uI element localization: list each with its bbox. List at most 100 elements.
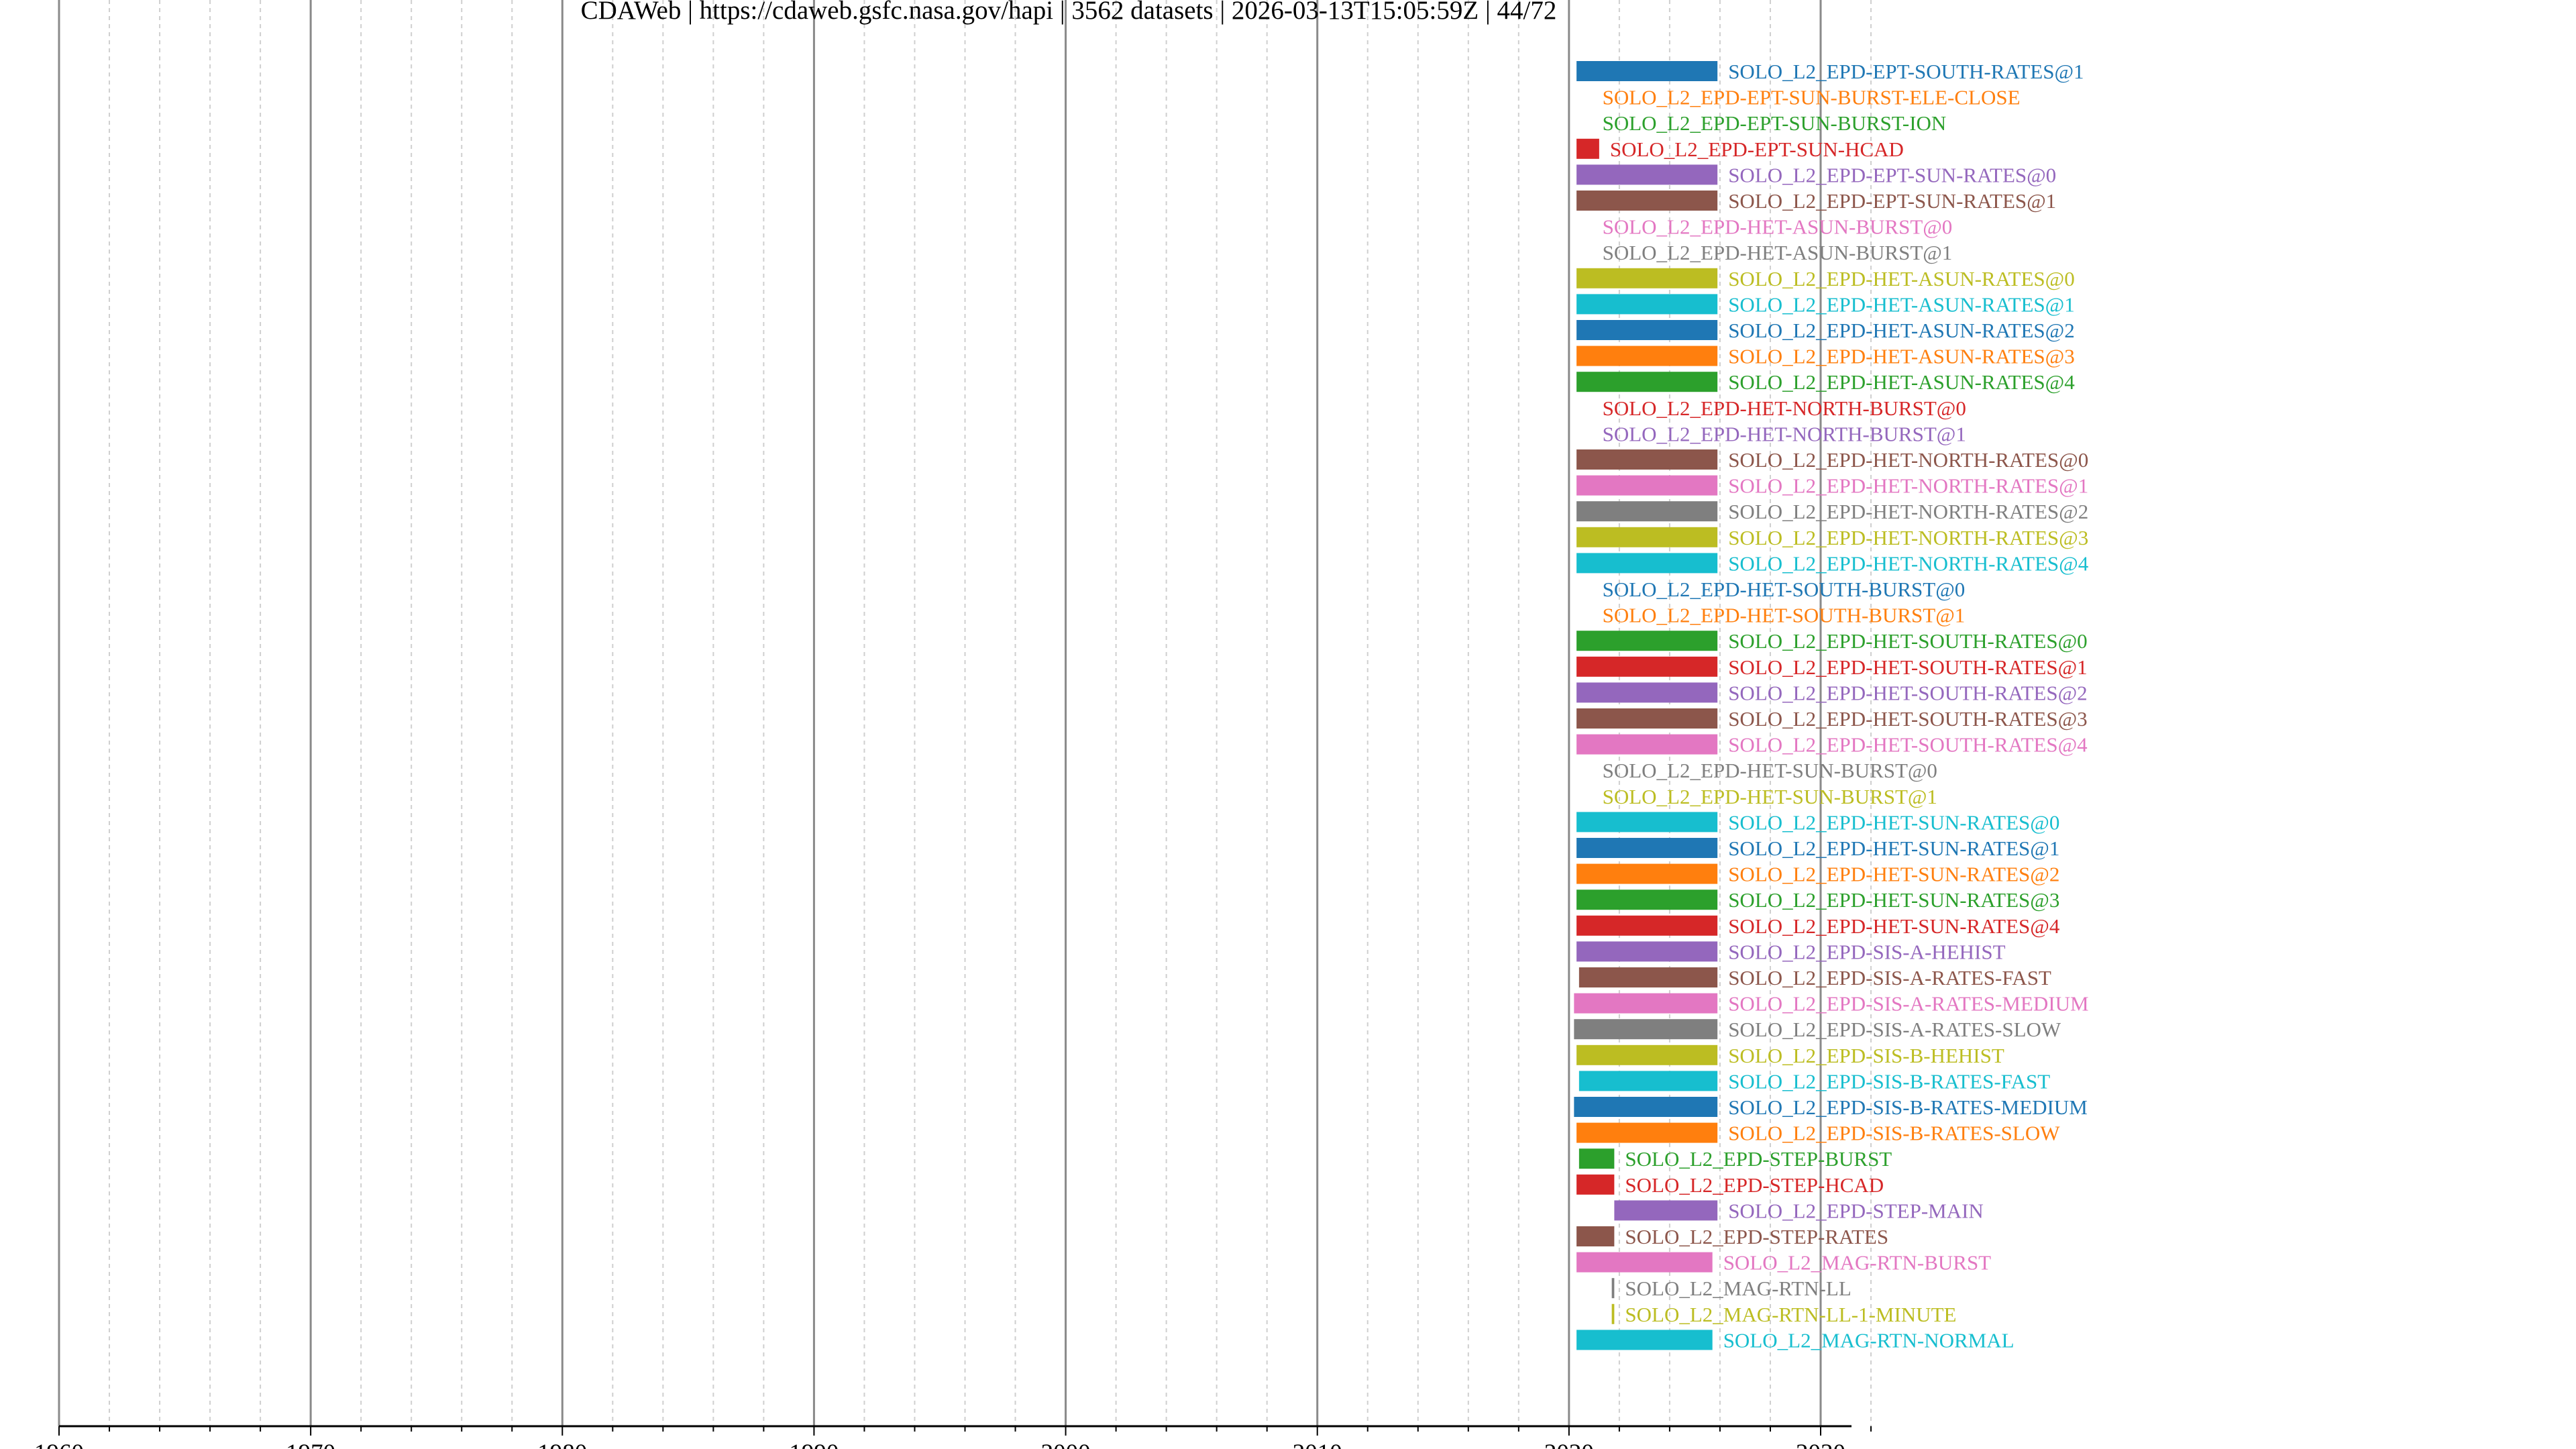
timeline-bar	[1576, 863, 1718, 884]
dataset-label: SOLO_L2_EPD-HET-SOUTH-RATES@0	[1728, 629, 2087, 653]
dataset-label: SOLO_L2_EPD-EPT-SUN-HCAD	[1610, 138, 1904, 161]
dataset-label: SOLO_L2_EPD-SIS-B-RATES-SLOW	[1728, 1122, 2060, 1145]
dataset-label: SOLO_L2_EPD-HET-NORTH-RATES@2	[1728, 500, 2088, 523]
timeline-bar	[1576, 372, 1718, 392]
dataset-label: SOLO_L2_EPD-HET-ASUN-BURST@1	[1603, 241, 1953, 264]
x-tick-label: 1980	[537, 1440, 587, 1449]
dataset-label: SOLO_L2_EPD-STEP-MAIN	[1728, 1199, 1984, 1222]
timeline-bar	[1576, 61, 1718, 81]
timeline-bar	[1576, 164, 1718, 185]
dataset-label: SOLO_L2_EPD-HET-ASUN-RATES@4	[1728, 370, 2075, 394]
dataset-label: SOLO_L2_EPD-EPT-SOUTH-RATES@1	[1728, 60, 2084, 83]
dataset-label: SOLO_L2_EPD-HET-SUN-BURST@1	[1603, 785, 1937, 808]
dataset-labels: SOLO_L2_EPD-EPT-SOUTH-RATES@1 SOLO_L2_EPD…	[1603, 60, 2089, 1352]
dataset-label: SOLO_L2_EPD-SIS-B-RATES-FAST	[1728, 1069, 2050, 1093]
timeline-bar	[1578, 1071, 1718, 1091]
dataset-label: SOLO_L2_EPD-EPT-SUN-RATES@0	[1728, 163, 2056, 186]
timeline-bar	[1576, 1174, 1615, 1195]
dataset-label: SOLO_L2_EPD-HET-ASUN-BURST@0	[1603, 215, 1953, 239]
timeline-bars	[1574, 61, 1718, 1350]
dataset-label: SOLO_L2_EPD-SIS-A-HEHIST	[1728, 940, 2005, 963]
timeline-bar	[1576, 838, 1718, 858]
timeline-bar	[1576, 294, 1718, 315]
dataset-label: SOLO_L2_EPD-EPT-SUN-BURST-ION	[1603, 111, 1947, 135]
timeline-bar	[1576, 527, 1718, 547]
dataset-label: SOLO_L2_EPD-HET-SUN-BURST@0	[1603, 759, 1937, 782]
timeline-bar	[1576, 1226, 1615, 1246]
timeline-bar	[1576, 915, 1718, 936]
timeline-bar	[1576, 475, 1718, 496]
x-tick-label: 1990	[789, 1440, 839, 1449]
dataset-label: SOLO_L2_EPD-HET-ASUN-RATES@3	[1728, 345, 2075, 368]
dataset-label: SOLO_L2_EPD-HET-SOUTH-RATES@4	[1728, 733, 2088, 757]
x-tick-label: 2010	[1293, 1440, 1342, 1449]
timeline-bar	[1576, 320, 1718, 340]
dataset-label: SOLO_L2_EPD-HET-SOUTH-RATES@2	[1728, 681, 2087, 704]
dataset-label: SOLO_L2_EPD-HET-ASUN-RATES@1	[1728, 292, 2075, 316]
timeline-bar	[1576, 812, 1718, 833]
dataset-label: SOLO_L2_EPD-HET-NORTH-BURST@0	[1603, 396, 1966, 420]
x-tick-label: 1970	[286, 1440, 335, 1449]
timeline-bar	[1576, 268, 1718, 288]
x-tick-label: 1960	[34, 1440, 84, 1449]
timeline-bar	[1576, 682, 1718, 703]
timeline-bar	[1576, 345, 1718, 366]
dataset-label: SOLO_L2_EPD-STEP-BURST	[1625, 1147, 1892, 1171]
timeline-bar	[1576, 1044, 1718, 1065]
timeline-bar	[1576, 1252, 1713, 1273]
dataset-label: SOLO_L2_MAG-RTN-LL-1-MINUTE	[1625, 1303, 1956, 1326]
dataset-label: SOLO_L2_EPD-HET-NORTH-RATES@1	[1728, 474, 2088, 498]
dataset-label: SOLO_L2_EPD-HET-ASUN-RATES@0	[1728, 267, 2075, 290]
chart-title: CDAWeb | https://cdaweb.gsfc.nasa.gov/ha…	[581, 0, 1557, 25]
x-tick-label: 2030	[1796, 1440, 1845, 1449]
dataset-label: SOLO_L2_EPD-HET-SUN-RATES@2	[1728, 863, 2059, 886]
dataset-label: SOLO_L2_EPD-HET-NORTH-BURST@1	[1603, 422, 1966, 445]
dataset-label: SOLO_L2_EPD-SIS-A-RATES-SLOW	[1728, 1018, 2061, 1041]
dataset-label: SOLO_L2_EPD-STEP-HCAD	[1625, 1173, 1884, 1197]
x-tick-label: 2020	[1544, 1440, 1594, 1449]
dataset-label: SOLO_L2_MAG-RTN-LL	[1625, 1277, 1851, 1300]
dataset-label: SOLO_L2_EPD-HET-NORTH-RATES@4	[1728, 551, 2089, 575]
timeline-bar	[1576, 138, 1599, 159]
dataset-label: SOLO_L2_EPD-HET-SUN-RATES@1	[1728, 837, 2059, 860]
timeline-bar	[1576, 1330, 1713, 1350]
timeline-bar	[1574, 1019, 1718, 1040]
grid-lines	[58, 0, 1872, 1426]
timeline-bar	[1614, 1200, 1718, 1221]
dataset-label: SOLO_L2_EPD-SIS-B-HEHIST	[1728, 1044, 2004, 1067]
timeline-bar	[1576, 449, 1718, 470]
dataset-label: SOLO_L2_EPD-HET-SUN-RATES@4	[1728, 914, 2060, 938]
timeline-bar	[1578, 1148, 1615, 1169]
timeline-bar	[1576, 890, 1718, 910]
dataset-label: SOLO_L2_EPD-HET-SOUTH-BURST@0	[1603, 578, 1966, 601]
dataset-label: SOLO_L2_EPD-STEP-RATES	[1625, 1225, 1888, 1248]
timeline-bar	[1576, 1122, 1718, 1143]
dataset-label: SOLO_L2_EPD-SIS-A-RATES-MEDIUM	[1728, 992, 2088, 1016]
dataset-label: SOLO_L2_EPD-HET-ASUN-RATES@2	[1728, 319, 2075, 342]
dataset-label: SOLO_L2_EPD-HET-SOUTH-RATES@1	[1728, 655, 2087, 679]
dataset-label: SOLO_L2_EPD-SIS-A-RATES-FAST	[1728, 966, 2051, 989]
dataset-label: SOLO_L2_EPD-EPT-SUN-RATES@1	[1728, 189, 2056, 213]
timeline-bar	[1576, 191, 1718, 211]
dataset-label: SOLO_L2_EPD-SIS-B-RATES-MEDIUM	[1728, 1095, 2088, 1119]
dataset-label: SOLO_L2_EPD-HET-SUN-RATES@0	[1728, 810, 2059, 834]
timeline-bar	[1574, 1097, 1718, 1117]
timeline-bar	[1576, 734, 1718, 755]
timeline-bar	[1576, 708, 1718, 729]
x-axis: 1960 1970 1980 1990 2000 2010 2020 2030	[34, 1425, 1872, 1449]
timeline-bar	[1576, 631, 1718, 651]
x-tick-label: 2000	[1041, 1440, 1091, 1449]
timeline-bar	[1578, 967, 1718, 987]
dataset-label: SOLO_L2_EPD-HET-NORTH-RATES@0	[1728, 448, 2088, 472]
timeline-bar	[1576, 656, 1718, 677]
dataset-label: SOLO_L2_EPD-HET-SOUTH-BURST@1	[1603, 604, 1966, 627]
dataset-label: SOLO_L2_MAG-RTN-BURST	[1723, 1251, 1991, 1275]
timeline-bar	[1576, 941, 1718, 962]
timeline-bar	[1576, 553, 1718, 574]
timeline-bar	[1574, 993, 1718, 1014]
dataset-label: SOLO_L2_EPD-EPT-SUN-BURST-ELE-CLOSE	[1603, 86, 2021, 109]
timeline-bar	[1611, 1278, 1615, 1299]
dataset-label: SOLO_L2_EPD-HET-NORTH-RATES@3	[1728, 526, 2088, 549]
timeline-bar	[1611, 1303, 1615, 1324]
